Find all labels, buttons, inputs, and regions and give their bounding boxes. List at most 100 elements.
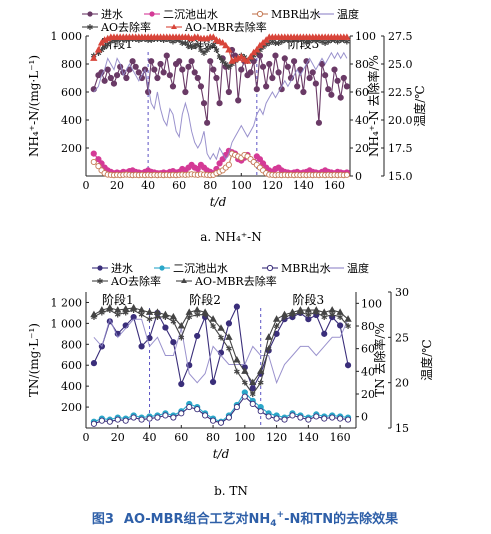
b-point-5-31 [336,308,344,315]
a-point-0-19 [151,66,158,73]
a-point-4-34: ✱ [198,46,205,55]
a-x-tick-label: 60 [172,179,186,192]
b-point-5-2 [106,303,114,311]
a-point-4-35: ✱ [201,49,208,58]
b-point-4-4: ✱ [122,308,129,317]
b-y2-tick-label: 80 [361,320,375,333]
a-x-tick-label: 120 [262,179,283,192]
b-series-line-4 [93,309,349,395]
b-point-2-25 [289,412,296,419]
a-series-line-3 [93,51,348,161]
b-point-4-26: ✱ [297,308,304,317]
a-point-0-18 [148,58,155,65]
b-point-2-3 [114,416,121,423]
a-point-0-50 [247,69,254,76]
b-stage-label: 阶段3 [293,292,325,307]
panel-a-caption: a. NH₄⁺-N [200,230,261,244]
a-point-0-3 [101,77,108,84]
a-point-0-56 [266,60,273,68]
b-point-4-17: ✱ [226,345,233,354]
b-point-0-20 [249,385,256,392]
a-point-5-41 [219,38,227,46]
b-y-axis-label: TN/(mg·L⁻¹) [27,323,41,397]
a-y3-tick-label: 17.5 [388,142,413,155]
panel-b-caption: b. TN [214,484,248,498]
a-point-0-23 [163,52,170,59]
a-y2-tick-label: 40 [355,114,369,127]
b-y2-axis-label: TN 去除率/% [372,323,387,397]
a-point-0-52 [253,86,260,93]
b-legend-marker-2 [266,264,274,272]
a-point-1-40 [216,160,223,167]
b-point-2-11 [178,410,185,417]
b-legend-marker-5 [181,278,187,283]
b-legend-marker-0 [97,265,103,271]
b-point-2-10 [170,414,177,421]
b-point-4-27: ✱ [305,311,312,320]
a-y2-tick-label: 20 [355,142,369,155]
b-point-2-5 [130,414,137,421]
a-point-4-57: ✱ [269,38,276,47]
b-point-5-7 [145,308,154,315]
b-point-4-9: ✱ [162,313,169,322]
b-point-0-29 [321,330,328,337]
b-point-2-29 [321,415,328,422]
a-point-4-1: ✱ [95,49,102,58]
a-series-line-0 [93,48,348,123]
b-legend-label-2: MBR出水 [281,261,331,275]
b-point-5-12 [185,308,193,315]
a-point-0-59 [275,69,282,76]
b-point-2-31 [337,415,344,422]
b-point-2-0 [90,420,97,427]
a-point-0-47 [238,66,245,73]
b-legend-label-5: AO-MBR去除率 [194,274,277,288]
a-point-4-40: ✱ [216,53,223,62]
b-point-5-17 [225,333,233,340]
a-point-0-70 [309,69,316,76]
b-point-5-14 [201,308,209,315]
b-x-tick-label: 0 [83,431,90,444]
b-point-2-7 [146,415,153,422]
a-point-0-43 [225,88,232,96]
b-point-4-21: ✱ [257,379,264,388]
a-legend-label-5: AO-MBR去除率 [184,20,267,34]
a-point-0-69 [306,74,313,82]
b-point-2-13 [194,406,201,413]
a-x-tick-label: 0 [83,179,90,192]
a-point-4-42: ✱ [222,60,229,69]
b-point-4-29: ✱ [321,313,328,322]
a-x-tick-label: 40 [141,179,155,192]
a-point-4-74: ✱ [322,39,329,48]
a-x-axis-label: t/d [210,195,227,209]
b-point-4-0: ✱ [91,313,98,322]
a-point-0-62 [284,63,291,70]
b-point-4-18: ✱ [234,367,241,376]
b-y3-tick-label: 20 [395,377,409,390]
b-y2-tick-label: 100 [361,297,382,310]
a-point-4-39: ✱ [213,46,220,55]
b-point-5-19 [241,367,249,374]
b-point-0-0 [90,360,98,367]
a-point-0-33 [194,74,201,82]
a-point-4-43: ✱ [226,63,233,72]
a-point-4-7: ✱ [114,36,121,45]
a-y-tick-label: 800 [61,58,82,71]
a-point-0-77 [331,66,338,73]
b-point-2-20 [249,400,256,407]
a-point-5-47 [237,52,245,60]
a-point-0-31 [188,58,195,65]
a-x-tick-label: 140 [293,179,314,192]
a-point-0-35 [200,100,208,107]
b-point-4-3: ✱ [114,311,121,320]
a-point-0-54 [259,63,267,70]
a-point-0-27 [176,58,183,65]
b-y-tick-label: 400 [61,380,82,393]
a-point-0-28 [179,66,186,73]
a-point-4-51: ✱ [250,52,257,61]
b-point-2-2 [106,418,113,425]
figure-caption-sup: + [277,510,285,520]
a-point-4-3: ✱ [101,43,108,52]
b-point-4-11: ✱ [178,333,185,342]
a-point-4-18: ✱ [148,36,155,45]
a-point-4-6: ✱ [111,36,118,45]
